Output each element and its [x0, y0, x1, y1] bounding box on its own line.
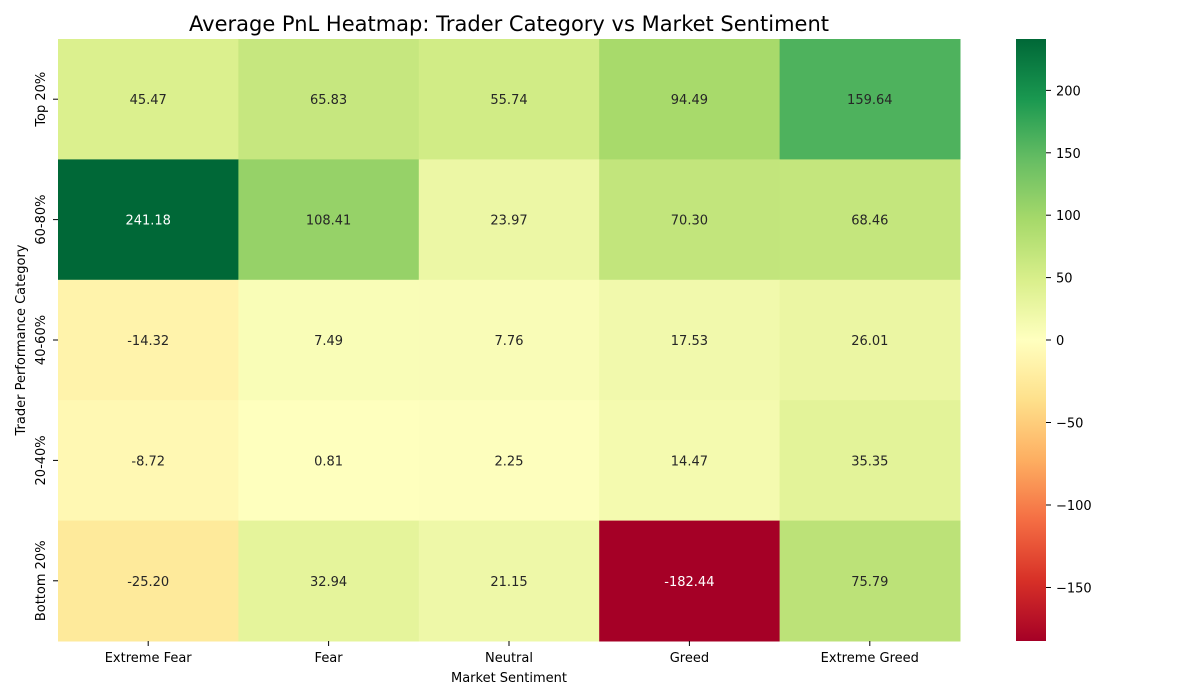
colorbar-gradient [1016, 39, 1046, 641]
heatmap-cell [58, 520, 239, 642]
colorbar-tick-label: 50 [1056, 272, 1073, 287]
y-tick-label: 40-60% [34, 315, 49, 365]
heatmap-cell [779, 159, 961, 281]
colorbar-tick-label: 100 [1056, 209, 1081, 224]
cell-value-label: 68.46 [851, 214, 888, 229]
heatmap-cell [779, 400, 961, 522]
y-axis-label: Trader Performance Category [14, 244, 29, 436]
cell-value-label: 26.01 [851, 334, 888, 349]
chart-title: Average PnL Heatmap: Trader Category vs … [189, 12, 829, 36]
heatmap-cell [418, 400, 600, 522]
x-tick-label: Extreme Greed [821, 651, 919, 666]
cell-value-label: 7.49 [314, 334, 343, 349]
heatmap-cell [779, 520, 961, 642]
colorbar-tick-label: 0 [1056, 334, 1064, 349]
cell-value-label: 7.76 [495, 334, 524, 349]
cell-value-label: -182.44 [664, 575, 714, 590]
x-axis-label: Market Sentiment [451, 671, 567, 686]
x-tick-label: Neutral [485, 651, 533, 666]
colorbar-tick-label: 200 [1056, 84, 1081, 99]
heatmap-cell [238, 520, 420, 642]
heatmap-cell [599, 39, 781, 160]
cell-value-label: 35.35 [851, 454, 888, 469]
heatmap-cell [418, 159, 600, 281]
cell-value-label: 14.47 [671, 454, 708, 469]
y-tick-label: 60-80% [34, 195, 49, 245]
x-tick-label: Extreme Fear [105, 651, 193, 666]
cell-value-label: 0.81 [314, 454, 343, 469]
cell-value-label: 21.15 [490, 575, 527, 590]
cell-value-label: 241.18 [125, 214, 171, 229]
cell-value-label: 94.49 [671, 93, 708, 108]
heatmap-cell [599, 400, 781, 522]
heatmap-cell [599, 159, 781, 281]
cell-value-label: 55.74 [490, 93, 527, 108]
heatmap-cell [418, 279, 600, 401]
y-axis: Top 20% 60-80% 40-60% 20-40% Bottom 20% [34, 72, 58, 621]
y-tick-label: Bottom 20% [34, 540, 49, 621]
heatmap-cell [779, 39, 961, 160]
heatmap-cell [238, 159, 420, 281]
heatmap-cell [599, 520, 781, 642]
heatmap-cell [58, 39, 239, 160]
cell-value-label: 159.64 [847, 93, 893, 108]
cell-value-label: 17.53 [671, 334, 708, 349]
cell-value-label: 75.79 [851, 575, 888, 590]
cell-value-label: -8.72 [131, 454, 165, 469]
heatmap-cell [238, 279, 420, 401]
cell-value-label: 2.25 [495, 454, 524, 469]
heatmap-cell [418, 520, 600, 642]
colorbar-tick-label: 150 [1056, 147, 1081, 162]
colorbar-tick-label: −150 [1056, 581, 1092, 596]
x-axis: Extreme Fear Fear Neutral Greed Extreme Gree… [105, 641, 919, 666]
y-tick-label: 20-40% [34, 435, 49, 485]
x-tick-label: Greed [670, 651, 709, 666]
cell-value-label: -25.20 [127, 575, 169, 590]
heatmap-cell [599, 279, 781, 401]
colorbar-tick-label: −100 [1056, 499, 1092, 514]
heatmap-cell [238, 39, 420, 160]
cell-value-label: 23.97 [490, 214, 527, 229]
heatmap-cell [58, 279, 239, 401]
cell-value-label: 70.30 [671, 214, 708, 229]
x-tick-label: Fear [315, 651, 344, 666]
heatmap-cell [238, 400, 420, 522]
cell-value-label: 32.94 [310, 575, 347, 590]
heatmap-cell [58, 159, 239, 281]
cell-value-label: 45.47 [130, 93, 167, 108]
heatmap-cell [58, 400, 239, 522]
cell-value-label: 65.83 [310, 93, 347, 108]
cell-value-label: 108.41 [306, 214, 352, 229]
heatmap-cell [418, 39, 600, 160]
heatmap-cells: 45.47 65.83 55.74 94.49 159.64 241.18 108.41 23… [58, 39, 961, 642]
cell-value-label: -14.32 [127, 334, 169, 349]
y-tick-label: Top 20% [34, 72, 49, 128]
colorbar: 200 150 100 50 0 −50 −100 −150 [1016, 39, 1092, 641]
heatmap-cell [779, 279, 961, 401]
colorbar-tick-label: −50 [1056, 416, 1083, 431]
